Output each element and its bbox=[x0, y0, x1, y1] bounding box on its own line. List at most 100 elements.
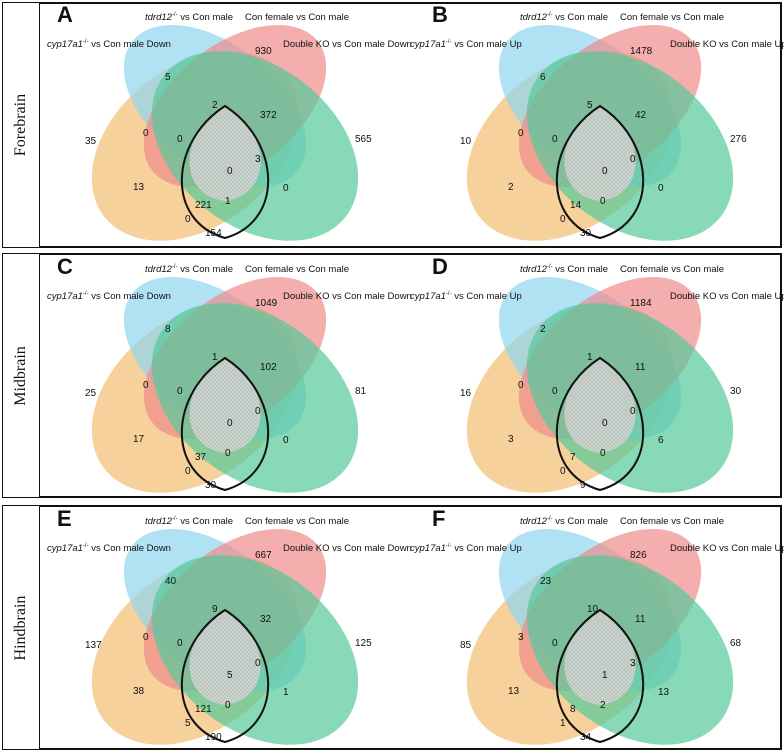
row-label-forebrain: Forebrain bbox=[12, 93, 29, 157]
count-ybp: 0 bbox=[185, 466, 191, 477]
label-cyp17a1: cyp17a1-/- vs Con male Up bbox=[410, 39, 522, 50]
label-con-female: Con female vs Con male bbox=[245, 12, 350, 23]
count-ypg: 2 bbox=[508, 182, 514, 193]
panel-letter: E bbox=[57, 506, 72, 531]
count-ybp: 0 bbox=[185, 214, 191, 225]
label-tdrd12-sup: -/- bbox=[546, 516, 553, 522]
label-con-female: Con female vs Con male bbox=[620, 264, 725, 275]
label-cyp17a1-rest: vs Con male Down bbox=[88, 291, 171, 303]
label-cyp17a1-gene: cyp17a1 bbox=[47, 291, 83, 303]
count-yp: 0 bbox=[552, 386, 558, 397]
intersection-hatched-region bbox=[189, 106, 261, 201]
label-cyp17a1-sup: -/- bbox=[82, 543, 89, 549]
highlight-outline bbox=[555, 608, 645, 744]
label-con-female: Con female vs Con male bbox=[245, 516, 350, 527]
count-bp: 9 bbox=[212, 604, 218, 615]
count-ybpg: 5 bbox=[227, 670, 233, 681]
row-label-midbrain: Midbrain bbox=[12, 346, 29, 406]
label-cyp17a1-sup: -/- bbox=[82, 291, 89, 297]
label-cyp17a1-gene: cyp17a1 bbox=[47, 543, 83, 555]
label-double-ko: Double KO vs Con male Down bbox=[283, 39, 412, 50]
count-yg: 37 bbox=[195, 452, 207, 463]
label-double-ko: Double KO vs Con male Down bbox=[283, 291, 412, 302]
venn-panel-a: A tdrd12-/- vs Con male Con female vs Co… bbox=[45, 2, 412, 241]
label-tdrd12: tdrd12-/- vs Con male bbox=[520, 12, 608, 23]
label-cyp17a1: cyp17a1-/- vs Con male Down bbox=[47, 39, 171, 50]
label-tdrd12: tdrd12-/- vs Con male bbox=[145, 12, 233, 23]
label-tdrd12-sup: -/- bbox=[546, 12, 553, 18]
count-ybpg: 1 bbox=[602, 670, 608, 681]
count-ybg: 2 bbox=[600, 700, 606, 711]
venn-diagram bbox=[466, 276, 734, 493]
count-bp: 2 bbox=[212, 100, 218, 111]
label-con-female: Con female vs Con male bbox=[620, 516, 725, 527]
count-g-only: 125 bbox=[355, 638, 372, 649]
label-cyp17a1: cyp17a1-/- vs Con male Up bbox=[410, 543, 522, 554]
side-box-hindbrain bbox=[2, 505, 40, 750]
count-bg: 0 bbox=[255, 658, 261, 669]
count-yp: 0 bbox=[552, 134, 558, 145]
count-b-only: 23 bbox=[540, 576, 552, 587]
label-con-female: Con female vs Con male bbox=[620, 12, 725, 23]
count-ybpg: 0 bbox=[602, 166, 608, 177]
count-yb: 0 bbox=[518, 128, 524, 139]
label-tdrd12: tdrd12-/- vs Con male bbox=[520, 516, 608, 527]
count-ypg: 17 bbox=[133, 434, 145, 445]
count-y-only: 10 bbox=[460, 136, 472, 147]
count-ybg: 1 bbox=[225, 196, 231, 207]
label-tdrd12-sup: -/- bbox=[171, 516, 178, 522]
count-ybp: 5 bbox=[185, 718, 191, 729]
count-yg: 8 bbox=[570, 704, 576, 715]
count-pg: 42 bbox=[635, 110, 647, 121]
highlight-outline bbox=[555, 104, 645, 240]
count-bg: 3 bbox=[630, 658, 636, 669]
venn-panel-e: E tdrd12-/- vs Con male Con female vs Co… bbox=[45, 506, 412, 745]
label-tdrd12-gene: tdrd12 bbox=[145, 264, 172, 276]
label-cyp17a1-sup: -/- bbox=[445, 291, 452, 297]
venn-diagram bbox=[91, 528, 359, 745]
label-double-ko: Double KO vs Con male Up bbox=[670, 39, 784, 50]
count-ypg2: 30 bbox=[580, 228, 592, 239]
count-bpg: 0 bbox=[658, 183, 664, 194]
label-cyp17a1: cyp17a1-/- vs Con male Down bbox=[47, 543, 171, 554]
intersection-hatched-region bbox=[189, 358, 261, 453]
count-yb: 0 bbox=[518, 380, 524, 391]
label-tdrd12-rest: vs Con male bbox=[177, 264, 234, 276]
intersection-hatched-region bbox=[564, 106, 636, 201]
venn-diagram bbox=[91, 24, 359, 241]
count-pg: 11 bbox=[635, 362, 646, 373]
count-p-only: 1049 bbox=[255, 298, 278, 309]
venn-panel-d: D tdrd12-/- vs Con male Con female vs Co… bbox=[410, 254, 784, 493]
highlight-outline bbox=[180, 356, 270, 492]
count-ypg2: 34 bbox=[580, 732, 592, 743]
count-ybp: 1 bbox=[560, 718, 566, 729]
count-ybpg: 0 bbox=[227, 418, 233, 429]
count-p-only: 667 bbox=[255, 550, 272, 561]
highlight-outline bbox=[180, 104, 270, 240]
count-b-only: 2 bbox=[540, 324, 546, 335]
count-ypg2: 154 bbox=[205, 228, 222, 239]
label-con-female: Con female vs Con male bbox=[245, 264, 350, 275]
count-ybp: 0 bbox=[560, 214, 566, 225]
count-ybpg: 0 bbox=[227, 166, 233, 177]
label-tdrd12-gene: tdrd12 bbox=[145, 516, 172, 528]
count-b-only: 8 bbox=[165, 324, 171, 335]
label-tdrd12-gene: tdrd12 bbox=[520, 12, 547, 24]
count-yg: 7 bbox=[570, 452, 576, 463]
count-yp: 0 bbox=[177, 638, 183, 649]
label-tdrd12: tdrd12-/- vs Con male bbox=[520, 264, 608, 275]
count-ybg: 0 bbox=[600, 196, 606, 207]
count-bg: 0 bbox=[630, 154, 636, 165]
count-bg: 3 bbox=[255, 154, 261, 165]
label-double-ko: Double KO vs Con male Up bbox=[670, 291, 784, 302]
count-y-only: 137 bbox=[85, 640, 102, 651]
count-g-only: 68 bbox=[730, 638, 742, 649]
label-cyp17a1-sup: -/- bbox=[82, 39, 89, 45]
count-g-only: 276 bbox=[730, 134, 747, 145]
side-box-forebrain bbox=[2, 2, 40, 248]
count-pg: 372 bbox=[260, 110, 277, 121]
count-ybg: 0 bbox=[600, 448, 606, 459]
label-tdrd12-gene: tdrd12 bbox=[145, 12, 172, 24]
label-tdrd12: tdrd12-/- vs Con male bbox=[145, 264, 233, 275]
count-bpg: 6 bbox=[658, 435, 664, 446]
